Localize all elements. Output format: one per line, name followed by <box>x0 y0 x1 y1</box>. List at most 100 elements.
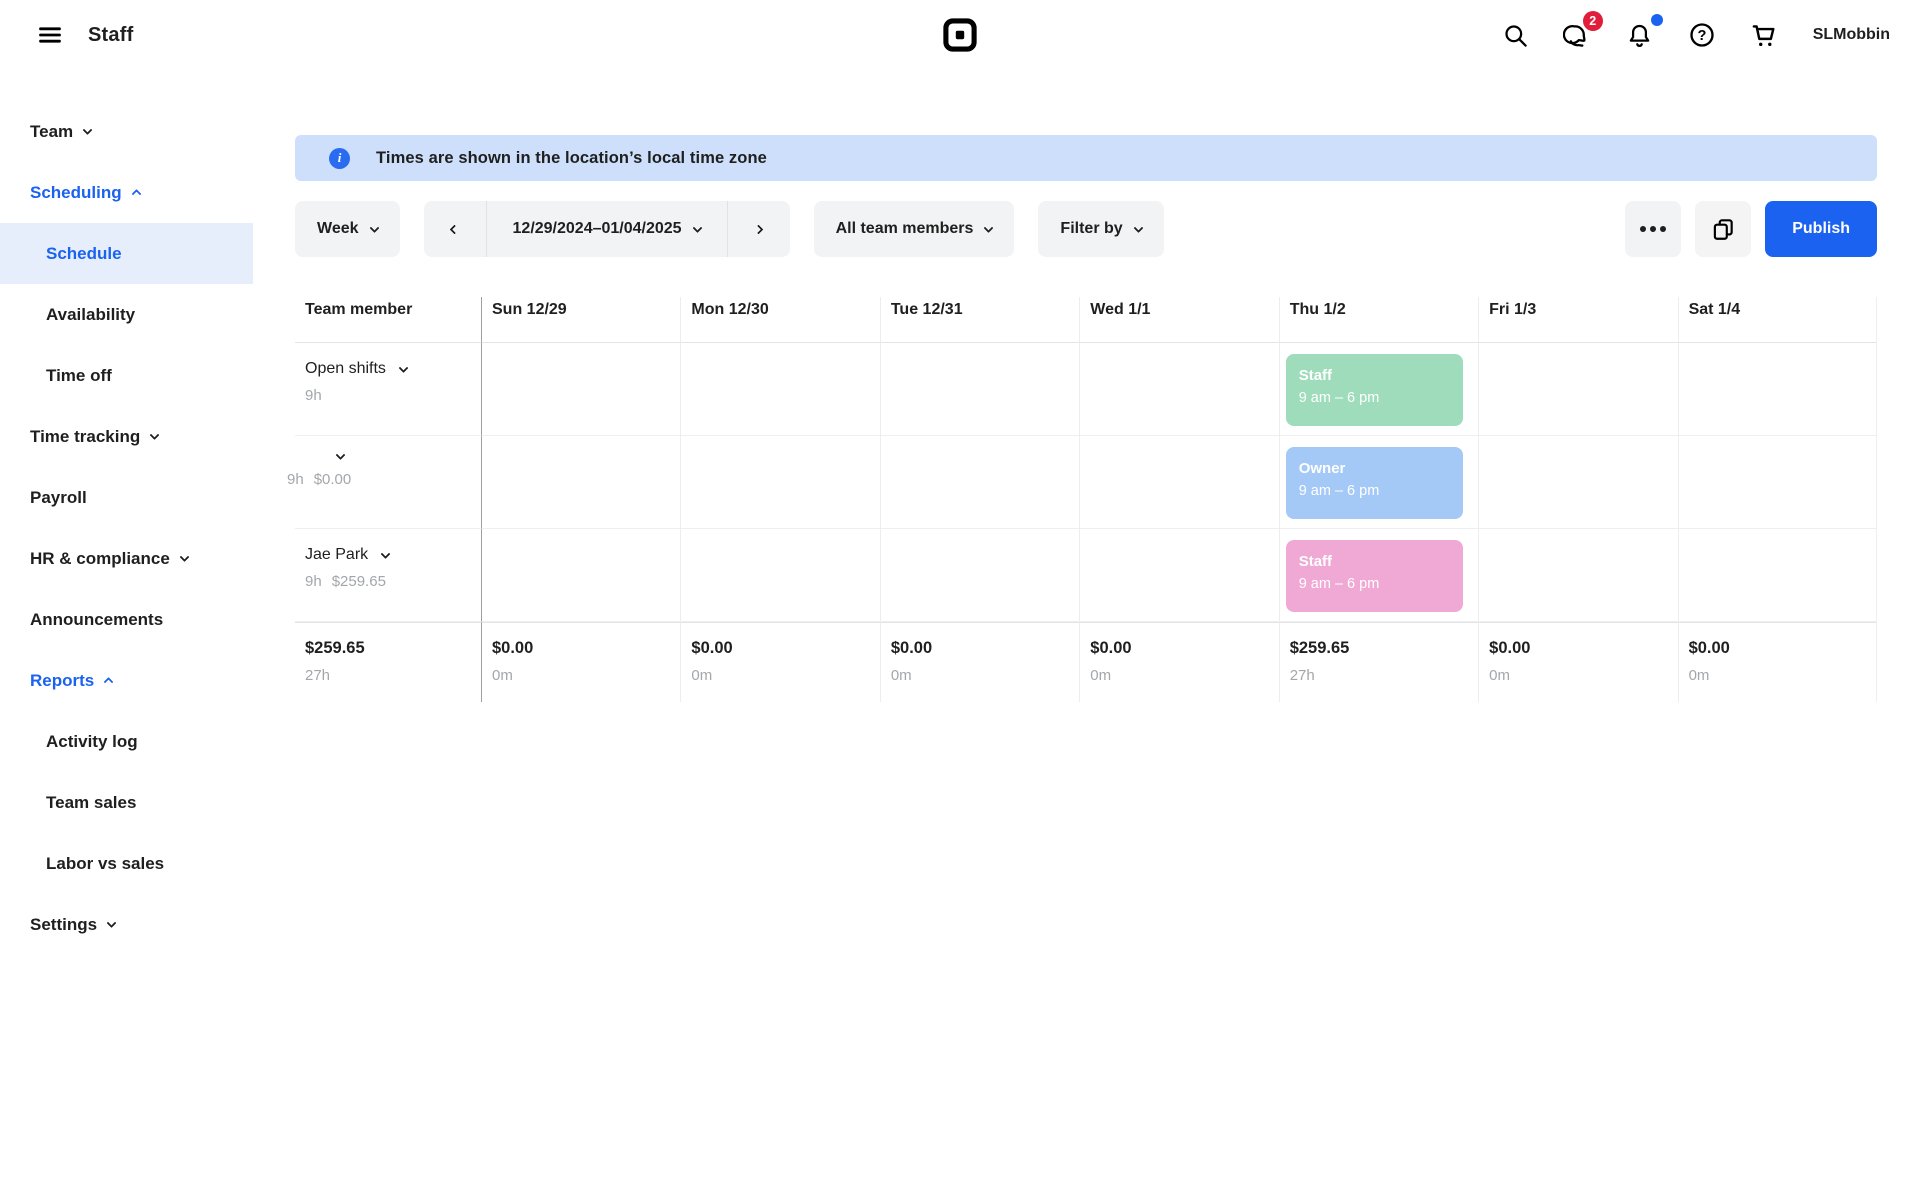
notifications-button[interactable] <box>1625 14 1663 50</box>
day-total-amount: $0.00 <box>492 639 534 657</box>
schedule-cell[interactable] <box>879 343 1080 436</box>
day-total-amount: $0.00 <box>691 639 733 657</box>
schedule-cell[interactable] <box>1079 343 1279 436</box>
schedule-cell[interactable] <box>481 529 681 622</box>
sidebar-item-label: Time off <box>46 365 112 385</box>
publish-label: Publish <box>1792 220 1850 237</box>
chevron-down-icon <box>369 222 379 233</box>
sidebar-item-label: Availability <box>46 304 136 324</box>
cart-icon <box>1752 24 1775 46</box>
shift-card-staff[interactable]: Staff 9 am – 6 pm <box>1285 540 1463 612</box>
chevron-down-icon <box>398 362 409 373</box>
schedule-cell[interactable]: Staff 9 am – 6 pm <box>1278 343 1479 436</box>
row-header-open-shifts[interactable]: Open shifts 9h <box>295 343 481 436</box>
row-header-jae-park[interactable]: Jae Park 9h $259.65 <box>295 529 481 622</box>
menu-icon[interactable] <box>30 15 70 55</box>
sidebar-item-time-tracking[interactable]: Time tracking <box>0 406 253 467</box>
more-options-button[interactable] <box>1625 201 1682 257</box>
schedule-cell[interactable]: Owner 9 am – 6 pm <box>1278 436 1479 529</box>
schedule-cell[interactable] <box>879 529 1080 622</box>
schedule-cell[interactable] <box>680 343 880 436</box>
cart-button[interactable] <box>1749 20 1779 50</box>
top-bar: Staff 2 <box>0 0 1920 70</box>
publish-button[interactable]: Publish <box>1765 201 1877 257</box>
square-logo-icon <box>943 18 977 52</box>
date-range-selector[interactable]: 12/29/2024–01/04/2025 <box>485 201 728 257</box>
row-header-unnamed-member[interactable]: 9h $0.00 <box>287 436 481 529</box>
info-icon: i <box>329 147 350 169</box>
sidebar-item-label: Announcements <box>30 609 164 629</box>
team-member-filter-label: All team members <box>835 220 974 237</box>
account-name[interactable]: SLMobbin <box>1812 26 1890 43</box>
chevron-down-icon <box>692 222 703 233</box>
sidebar-item-announcements[interactable]: Announcements <box>0 589 253 650</box>
sidebar-item-team-sales[interactable]: Team sales <box>0 772 253 833</box>
schedule-cell[interactable] <box>879 436 1080 529</box>
help-icon: ? <box>1690 23 1714 47</box>
square-logo[interactable] <box>942 17 978 53</box>
schedule-cell[interactable] <box>680 436 880 529</box>
schedule-cell[interactable] <box>680 529 880 622</box>
schedule-cell[interactable] <box>1677 343 1877 436</box>
chevron-down-icon <box>335 450 346 461</box>
schedule-cell[interactable] <box>1677 436 1877 529</box>
search-button[interactable] <box>1501 20 1531 50</box>
day-total: $0.00 0m <box>1478 622 1678 702</box>
filter-by-button[interactable]: Filter by <box>1038 201 1164 257</box>
sidebar-item-scheduling[interactable]: Scheduling <box>0 162 253 223</box>
team-member-filter[interactable]: All team members <box>813 201 1015 257</box>
banner-text: Times are shown in the location’s local … <box>376 148 767 167</box>
messages-button[interactable]: 2 <box>1563 11 1603 50</box>
schedule-cell[interactable] <box>1079 436 1279 529</box>
column-header-team-member: Team member <box>295 297 481 343</box>
day-total: $0.00 0m <box>481 622 681 702</box>
chevron-down-icon <box>82 125 93 136</box>
sidebar-item-labor-vs-sales[interactable]: Labor vs sales <box>0 833 253 894</box>
schedule-cell[interactable] <box>1079 529 1279 622</box>
svg-text:?: ? <box>1697 28 1706 44</box>
chevron-up-icon <box>103 676 114 687</box>
help-button[interactable]: ? <box>1687 20 1717 50</box>
row-hours: 9h <box>287 471 304 488</box>
filter-by-label: Filter by <box>1060 220 1123 237</box>
copy-schedule-button[interactable] <box>1695 201 1752 257</box>
view-selector-label: Week <box>317 220 359 237</box>
chevron-right-icon <box>753 224 764 234</box>
schedule-toolbar: Week 12/29/2024–01/04/2025 All team memb… <box>295 201 1877 257</box>
sidebar-item-payroll[interactable]: Payroll <box>0 467 253 528</box>
chevron-down-icon <box>983 222 994 233</box>
week-total-amount: $259.65 <box>305 639 365 657</box>
sidebar-item-time-off[interactable]: Time off <box>0 345 253 406</box>
chevron-down-icon <box>179 552 190 563</box>
shift-card-open-staff[interactable]: Staff 9 am – 6 pm <box>1285 354 1463 426</box>
column-header-day: Fri 1/3 <box>1478 297 1678 343</box>
column-header-day: Sun 12/29 <box>481 297 681 343</box>
day-total-hours: 0m <box>691 667 713 684</box>
schedule-cell[interactable] <box>481 436 681 529</box>
sidebar-item-activity-log[interactable]: Activity log <box>0 711 253 772</box>
sidebar-item-schedule[interactable]: Schedule <box>0 223 253 284</box>
schedule-cell[interactable] <box>1478 529 1678 622</box>
schedule-cell[interactable] <box>1478 436 1678 529</box>
shift-card-owner[interactable]: Owner 9 am – 6 pm <box>1285 447 1463 519</box>
schedule-cell[interactable]: Staff 9 am – 6 pm <box>1278 529 1479 622</box>
chat-badge: 2 <box>1582 11 1603 31</box>
sidebar-item-reports[interactable]: Reports <box>0 650 253 711</box>
main-content: i Times are shown in the location’s loca… <box>253 70 1920 1200</box>
date-range-label: 12/29/2024–01/04/2025 <box>512 220 682 237</box>
sidebar-item-settings[interactable]: Settings <box>0 894 253 955</box>
sidebar-item-availability[interactable]: Availability <box>0 284 253 345</box>
schedule-cell[interactable] <box>481 343 681 436</box>
row-amount: $0.00 <box>313 471 352 488</box>
row-name: Open shifts <box>305 360 386 377</box>
prev-week-button[interactable] <box>424 201 486 257</box>
schedule-cell[interactable] <box>1677 529 1877 622</box>
notification-dot <box>1650 14 1663 26</box>
sidebar-item-hr-compliance[interactable]: HR & compliance <box>0 528 253 589</box>
schedule-cell[interactable] <box>1478 343 1678 436</box>
column-header-day: Mon 12/30 <box>680 297 880 343</box>
sidebar-item-label: Reports <box>30 670 95 690</box>
sidebar-item-team[interactable]: Team <box>0 101 253 162</box>
next-week-button[interactable] <box>728 201 790 257</box>
view-selector[interactable]: Week <box>295 201 400 257</box>
